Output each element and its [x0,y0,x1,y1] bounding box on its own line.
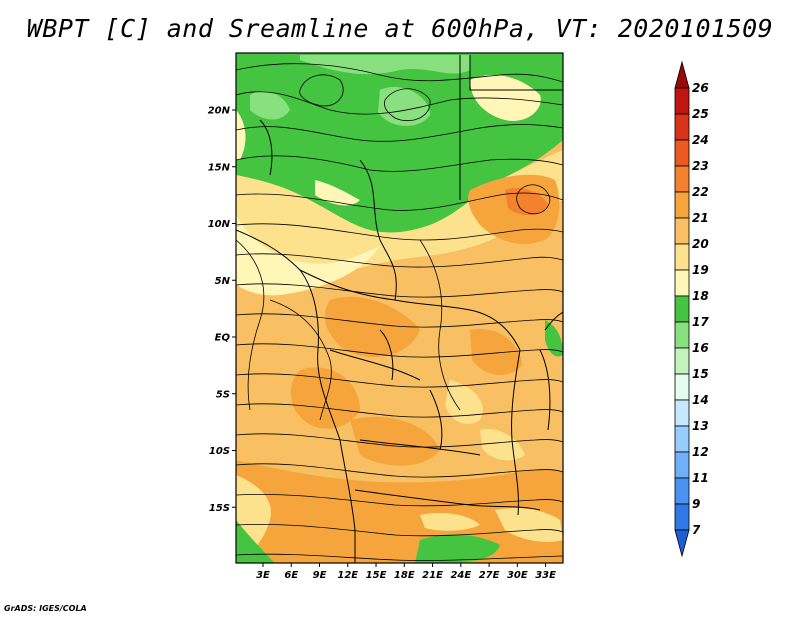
lat-tick-label: 15S [209,503,230,514]
colorbar-label: 21 [692,211,709,225]
colorbar-segment [674,477,690,505]
colorbar-segment [674,87,690,115]
country-boundaries [236,55,563,563]
colorbar-segment [674,425,690,453]
wbpt-shading [236,53,563,563]
streamlines [236,63,563,561]
lat-tick-label: 15N [208,162,231,173]
colorbar-segment [674,191,690,219]
colorbar-label: 16 [692,341,709,355]
lon-tick-label: 18E [394,570,415,581]
lat-tick-label: 10S [209,446,230,457]
colorbar-label: 15 [692,367,709,381]
colorbar-label: 17 [692,315,709,329]
colorbar-segment [674,451,690,479]
lon-tick-label: 27E [479,570,500,581]
lon-tick-label: 21E [422,570,443,581]
lat-tick-label: EQ [215,333,231,344]
colorbar-segment [674,399,690,427]
colorbar-bottom-arrow [674,529,690,558]
lon-tick-label: 30E [507,570,528,581]
colorbar-label: 7 [692,523,701,537]
lon-tick-label: 15E [366,570,387,581]
colorbar-label: 26 [692,81,709,95]
colorbar-label: 9 [692,497,700,511]
lat-tick-label: 5N [215,276,231,287]
colorbar-label: 11 [692,471,709,485]
colorbar-segment [674,113,690,141]
colorbar-label: 24 [692,133,709,147]
colorbar-label: 13 [692,419,709,433]
lon-tick-label: 12E [337,570,358,581]
lon-tick-label: 6E [284,570,298,581]
lon-tick-label: 9E [313,570,327,581]
lon-tick-label: 3E [256,570,270,581]
colorbar-label: 23 [692,159,709,173]
lon-tick-label: 33E [535,570,556,581]
colorbar-top-arrow [674,60,690,89]
colorbar-segment [674,347,690,375]
colorbar-segment [674,269,690,297]
colorbar-label: 20 [692,237,709,251]
latitude-axis: 20N 15N 10N 5N EQ 5S 10S 15S [208,106,236,514]
colorbar-label: 18 [692,289,709,303]
map-title: WBPT [C] and Sreamline at 600hPa, VT: 20… [26,14,774,43]
colorbar-segment [674,165,690,193]
colorbar-segment [674,139,690,167]
colorbar-segment [674,243,690,271]
lat-tick-label: 20N [208,106,231,117]
colorbar-label: 25 [692,107,709,121]
lon-tick-label: 24E [450,570,471,581]
colorbar-label: 12 [692,445,709,459]
lat-tick-label: 5S [216,389,230,400]
colorbar-label: 22 [692,185,709,199]
colorbar-segment [674,217,690,245]
colorbar-segment [674,295,690,323]
longitude-axis: 3E 6E 9E 12E 15E 18E 21E 24E 27E 30E 33E [256,563,556,581]
colorbar: 7 9 11 12 13 14 15 16 17 18 19 20 21 22 23 24 25 26 [674,60,709,558]
colorbar-label: 19 [692,263,709,277]
colorbar-label: 14 [692,393,709,407]
colorbar-segment [674,503,690,531]
plot-frame [235,52,564,564]
colorbar-segment [674,321,690,349]
grads-credit: GrADS: IGES/COLA [4,604,87,613]
lat-tick-label: 10N [208,219,231,230]
colorbar-segment [674,373,690,401]
